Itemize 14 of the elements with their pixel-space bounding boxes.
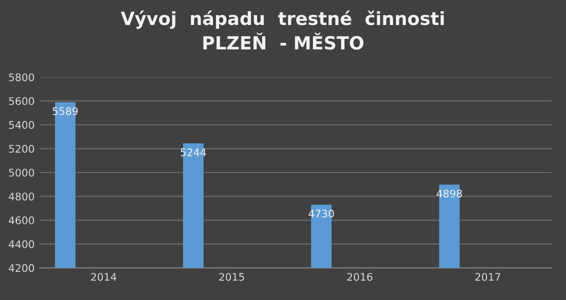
x-tick-label: 2016 <box>347 272 372 281</box>
y-tick-label: 4800 <box>8 192 34 200</box>
y-tick-label: 4600 <box>8 216 34 224</box>
chart-title: Vývoj nápadu trestné činnosti PLZEŇ - MĚSTO <box>120 10 444 50</box>
y-tick-label: 5400 <box>9 121 34 129</box>
y-tick-label: 5800 <box>9 73 34 82</box>
y-tick-label: 5000 <box>9 168 34 177</box>
x-tick-label: 2014 <box>91 272 116 281</box>
y-tick-label: 5200 <box>9 144 34 153</box>
y-tick-label: 5600 <box>9 97 34 106</box>
x-tick-label: 2015 <box>219 272 244 281</box>
y-tick-label: 4200 <box>8 264 34 272</box>
x-tick-label: 2017 <box>475 272 500 281</box>
y-tick-label: 4400 <box>8 240 34 248</box>
